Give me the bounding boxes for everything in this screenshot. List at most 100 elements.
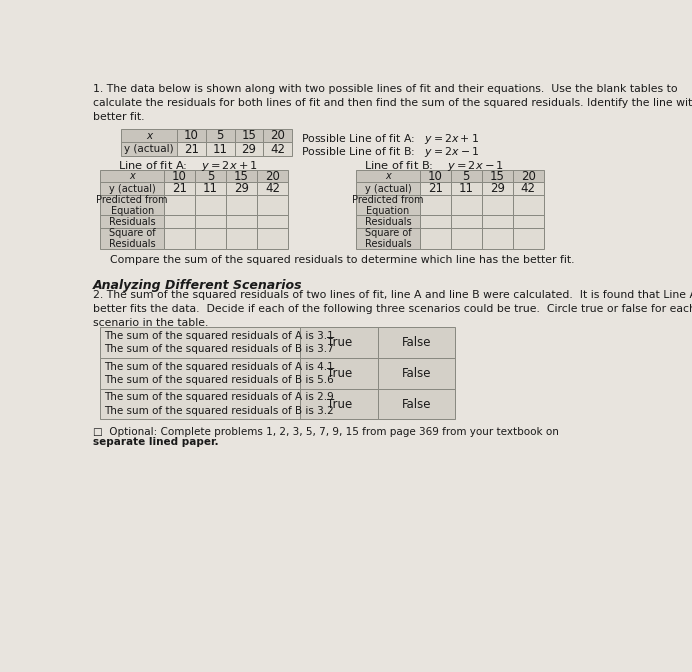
Text: Residuals: Residuals (109, 217, 156, 227)
Text: Analyzing Different Scenarios: Analyzing Different Scenarios (93, 280, 302, 292)
Text: y (actual): y (actual) (365, 184, 411, 194)
Bar (164, 216, 195, 228)
Text: 29: 29 (490, 182, 504, 196)
Bar (100, 216, 164, 228)
Text: 5: 5 (217, 129, 224, 142)
Text: Line of fit A:    $y = 2x + 1$: Line of fit A: $y = 2x + 1$ (118, 159, 257, 173)
Bar (450, 196, 482, 216)
Text: separate lined paper.: separate lined paper. (93, 437, 218, 447)
Bar (356, 228, 420, 249)
Bar (226, 228, 257, 249)
Text: True: True (327, 398, 352, 411)
Text: 21: 21 (184, 142, 199, 156)
Bar (100, 170, 164, 182)
Text: 15: 15 (234, 169, 249, 183)
Bar (257, 228, 288, 249)
Text: 10: 10 (428, 169, 443, 183)
Bar (164, 182, 195, 196)
Bar (235, 129, 263, 142)
Text: 29: 29 (242, 142, 256, 156)
Bar (263, 142, 292, 156)
Bar (164, 170, 195, 182)
Bar (257, 196, 288, 216)
Bar (482, 196, 513, 216)
Text: 10: 10 (172, 169, 187, 183)
Bar (300, 388, 378, 419)
Text: Residuals: Residuals (365, 217, 411, 227)
Bar (378, 358, 455, 388)
Bar (420, 216, 450, 228)
Bar (450, 182, 482, 196)
Bar (420, 170, 450, 182)
Bar (513, 196, 544, 216)
Bar (420, 182, 450, 196)
Bar (100, 196, 164, 216)
Bar (235, 142, 263, 156)
Bar (100, 358, 300, 388)
Bar (226, 196, 257, 216)
Text: True: True (327, 336, 352, 349)
Text: Predicted from
Equation: Predicted from Equation (96, 195, 168, 216)
Bar (164, 196, 195, 216)
Text: The sum of the squared residuals of A is 2.9
The sum of the squared residuals of: The sum of the squared residuals of A is… (104, 392, 334, 416)
Text: 15: 15 (490, 169, 504, 183)
Text: x: x (129, 171, 135, 181)
Bar (513, 228, 544, 249)
Bar (100, 228, 164, 249)
Bar (513, 216, 544, 228)
Text: x: x (146, 130, 152, 140)
Bar (195, 228, 226, 249)
Bar (356, 170, 420, 182)
Bar (226, 182, 257, 196)
Text: y (actual): y (actual) (109, 184, 156, 194)
Bar (257, 182, 288, 196)
Bar (482, 216, 513, 228)
Text: 20: 20 (521, 169, 536, 183)
Bar (420, 228, 450, 249)
Text: False: False (402, 336, 431, 349)
Bar (164, 228, 195, 249)
Bar (257, 170, 288, 182)
Bar (195, 196, 226, 216)
Bar (300, 358, 378, 388)
Bar (513, 182, 544, 196)
Text: Line of fit B:    $y = 2x - 1$: Line of fit B: $y = 2x - 1$ (364, 159, 504, 173)
Text: 5: 5 (207, 169, 215, 183)
Bar (378, 388, 455, 419)
Bar (482, 228, 513, 249)
Text: 1. The data below is shown along with two possible lines of fit and their equati: 1. The data below is shown along with tw… (93, 85, 692, 122)
Bar (482, 170, 513, 182)
Bar (206, 129, 235, 142)
Text: Predicted from
Equation: Predicted from Equation (352, 195, 424, 216)
Text: 21: 21 (428, 182, 443, 196)
Bar (206, 142, 235, 156)
Text: Square of
Residuals: Square of Residuals (109, 228, 156, 249)
Text: 15: 15 (242, 129, 256, 142)
Bar (100, 182, 164, 196)
Bar (100, 388, 300, 419)
Text: Possible Line of fit B:   $y = 2x - 1$: Possible Line of fit B: $y = 2x - 1$ (301, 145, 480, 159)
Bar (263, 129, 292, 142)
Bar (226, 170, 257, 182)
Text: True: True (327, 367, 352, 380)
Bar (177, 129, 206, 142)
Bar (450, 216, 482, 228)
Text: False: False (402, 398, 431, 411)
Bar (420, 196, 450, 216)
Text: y (actual): y (actual) (125, 144, 174, 154)
Text: 5: 5 (462, 169, 470, 183)
Text: 11: 11 (203, 182, 218, 196)
Bar (356, 182, 420, 196)
Bar (300, 327, 378, 358)
Text: The sum of the squared residuals of A is 3.1
The sum of the squared residuals of: The sum of the squared residuals of A is… (104, 331, 334, 354)
Text: 42: 42 (270, 142, 285, 156)
Text: The sum of the squared residuals of A is 4.1
The sum of the squared residuals of: The sum of the squared residuals of A is… (104, 362, 334, 385)
Bar (482, 182, 513, 196)
Text: Compare the sum of the squared residuals to determine which line has the better : Compare the sum of the squared residuals… (110, 255, 574, 265)
Bar (121, 129, 177, 142)
Bar (450, 170, 482, 182)
Text: 20: 20 (270, 129, 285, 142)
Text: 11: 11 (212, 142, 228, 156)
Bar (356, 196, 420, 216)
Text: 11: 11 (459, 182, 474, 196)
